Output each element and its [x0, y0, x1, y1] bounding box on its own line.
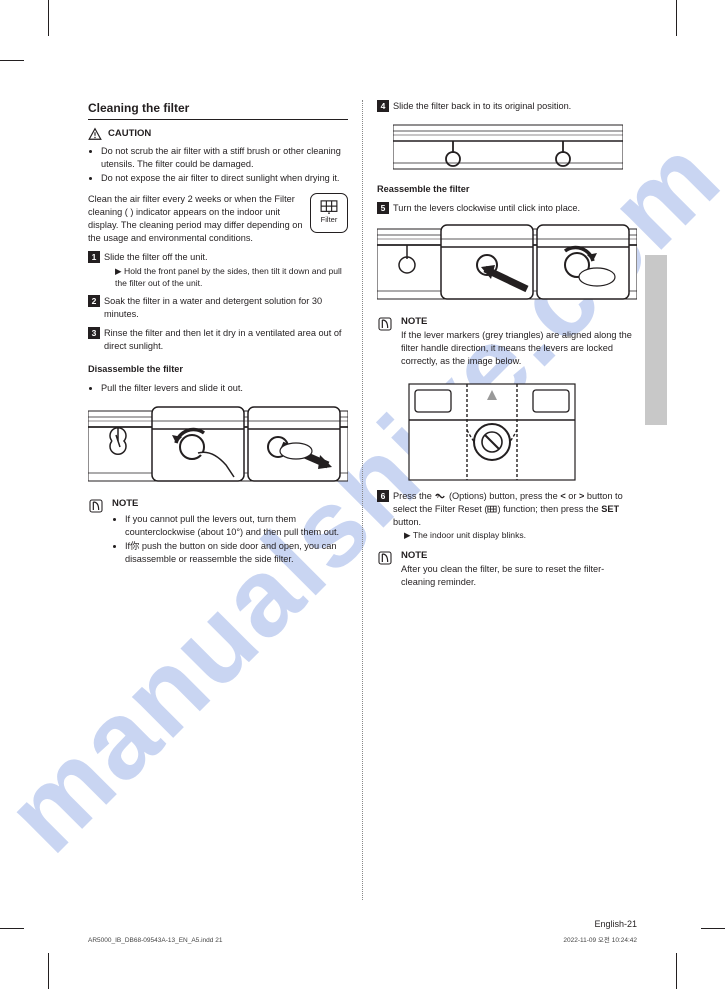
section-title: Cleaning the filter: [88, 100, 348, 120]
note-body-text: If the lever markers (grey triangles) ar…: [401, 329, 637, 368]
list-item: Pull the filter levers and slide it out.: [101, 382, 348, 395]
caution-label: CAUTION: [108, 127, 151, 141]
caution-block: CAUTION: [88, 127, 348, 141]
right-column: Slide the filter back in to its original…: [362, 100, 637, 900]
list-item: If你 push the button on side door and ope…: [125, 540, 348, 566]
note-block: NOTE If the lever markers (grey triangle…: [377, 315, 637, 374]
step-body: Slide the filter off the unit.: [104, 252, 208, 262]
page-number: English-21: [594, 919, 637, 929]
step-item: Turn the levers clockwise until click in…: [377, 202, 637, 215]
list-item: If you cannot pull the levers out, turn …: [125, 513, 348, 539]
note-block: NOTE After you clean the filter, be sure…: [377, 549, 637, 595]
steps-continue5: Turn the levers clockwise until click in…: [377, 202, 637, 215]
crop-mark: [0, 928, 24, 929]
note-body-text: After you clean the filter, be sure to r…: [401, 563, 637, 589]
step-item: Rinse the filter and then let it dry in …: [88, 327, 348, 353]
step-sub: ▶ Hold the front panel by the sides, the…: [104, 265, 348, 289]
crop-mark: [676, 953, 677, 989]
content-area: Cleaning the filter CAUTION Do not scrub…: [88, 100, 636, 900]
options-icon: [434, 491, 446, 501]
note-block: NOTE If you cannot pull the levers out, …: [88, 497, 348, 574]
hazard-icon: [88, 127, 102, 141]
list-item: Do not expose the air filter to direct s…: [101, 172, 348, 185]
intro-part2: cleaning ( ) indicator appears on the in…: [88, 207, 303, 243]
note-label: NOTE: [401, 549, 637, 562]
note-icon: [88, 498, 104, 514]
step-item: Slide the filter back in to its original…: [377, 100, 637, 113]
step6-text: button.: [393, 517, 421, 527]
list-item: Do not scrub the air filter with a stiff…: [101, 145, 348, 171]
figure-step5: [377, 221, 637, 307]
bullet-list: Pull the filter levers and slide it out.: [88, 382, 348, 395]
footer-right: 2022-11-09 오전 10:24:42: [563, 934, 637, 944]
step-item: Soak the filter in a water and detergent…: [88, 295, 348, 321]
filter-key-label: Filter: [321, 215, 338, 226]
filter-grid-icon: [320, 200, 338, 214]
note-icon: [377, 550, 393, 566]
caution-list: Do not scrub the air filter with a stiff…: [88, 145, 348, 185]
note-label: NOTE: [112, 497, 348, 510]
footer-text: AR5000_IB_DB68-09543A-13_EN_A5.indd 21: [88, 937, 222, 944]
footer-left: AR5000_IB_DB68-09543A-13_EN_A5.indd 21: [88, 937, 222, 944]
note-icon: [377, 316, 393, 332]
intro-part1: Clean the air filter every 2 weeks or wh…: [88, 194, 295, 204]
step-item: Slide the filter off the unit. ▶ Hold th…: [88, 251, 348, 288]
crop-mark: [676, 0, 677, 36]
step6-text: button, press the: [489, 491, 557, 501]
page: manualshive.com Cleaning the filter CAUT…: [0, 0, 725, 989]
figure-step4: [393, 119, 653, 175]
intro-paragraph: Clean the air filter every 2 weeks or wh…: [88, 193, 348, 245]
filter-grid-icon: [487, 505, 497, 514]
filter-button-graphic: Filter: [310, 193, 348, 233]
step6-text: (Options): [449, 491, 487, 501]
figure-lockmark: [407, 382, 667, 482]
crop-mark: [701, 928, 725, 929]
step-item: Press the (Options) button, press the < …: [377, 490, 637, 541]
or-word: or: [568, 491, 576, 501]
subsection-title: Disassemble the filter: [88, 363, 348, 376]
left-column: Cleaning the filter CAUTION Do not scrub…: [88, 100, 362, 900]
subsection-title: Reassemble the filter: [377, 183, 637, 196]
figure-disassemble: [88, 403, 348, 489]
step-sub: ▶ The indoor unit display blinks.: [393, 529, 637, 541]
crop-mark: [48, 0, 49, 36]
step6-text: Press the: [393, 491, 432, 501]
step6-text: function; then press the: [503, 504, 599, 514]
crop-mark: [0, 60, 24, 61]
steps-continue: Slide the filter back in to its original…: [377, 100, 637, 113]
note-label: NOTE: [401, 315, 637, 328]
steps-continue6: Press the (Options) button, press the < …: [377, 490, 637, 541]
steps-list: Slide the filter off the unit. ▶ Hold th…: [88, 251, 348, 353]
set-word: SET: [601, 504, 619, 514]
crop-mark: [48, 953, 49, 989]
